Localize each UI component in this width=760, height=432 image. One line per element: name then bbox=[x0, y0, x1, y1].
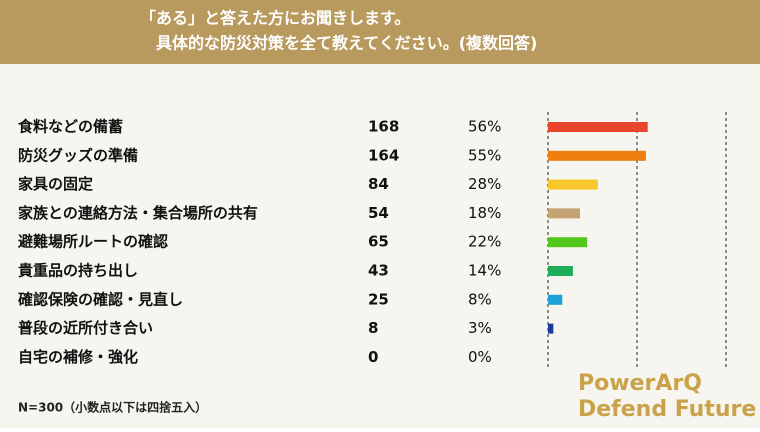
header bbox=[0, 0, 760, 64]
category-label: 家族との連絡方法・集合場所の共有 bbox=[18, 204, 258, 222]
value-label: 56% bbox=[468, 118, 501, 136]
value-label: 3% bbox=[468, 319, 492, 337]
category-label: 確認保険の確認・見直し bbox=[17, 290, 183, 308]
count-label: 65 bbox=[368, 233, 389, 251]
count-label: 164 bbox=[368, 146, 399, 164]
value-label: 8% bbox=[468, 290, 492, 308]
category-label: 普段の近所付き合い bbox=[18, 319, 153, 337]
count-label: 25 bbox=[368, 290, 389, 308]
count-label: 84 bbox=[368, 175, 389, 193]
value-label: 55% bbox=[468, 146, 501, 164]
category-label: 避難場所ルートの確認 bbox=[18, 233, 168, 251]
count-label: 168 bbox=[368, 118, 399, 136]
bar bbox=[548, 323, 554, 334]
count-label: 8 bbox=[368, 319, 378, 337]
bar bbox=[548, 150, 646, 161]
bar bbox=[548, 237, 588, 248]
count-label: 43 bbox=[368, 262, 389, 280]
category-label: 防災グッズの準備 bbox=[18, 146, 138, 164]
brand: Defend Future bbox=[578, 397, 756, 422]
count-label: 54 bbox=[368, 204, 389, 222]
category-label: 自宅の補修・強化 bbox=[18, 348, 138, 366]
count-label: 0 bbox=[368, 348, 378, 366]
value-label: 18% bbox=[468, 204, 501, 222]
bar bbox=[548, 294, 563, 305]
bar bbox=[548, 266, 573, 276]
value-label: 28% bbox=[468, 175, 501, 193]
value-label: 14% bbox=[468, 262, 501, 280]
category-label: 食料などの備蓄 bbox=[18, 118, 123, 136]
value-label: 22% bbox=[468, 233, 501, 251]
bar bbox=[548, 122, 648, 132]
bar bbox=[548, 208, 581, 219]
category-label: 家具の固定 bbox=[18, 175, 93, 193]
category-label: 貴重品の持ち出し bbox=[18, 262, 138, 280]
brand: PowerArQ bbox=[578, 371, 702, 396]
title-line: 具体的な防災対策を全て教えてください。(複数回答) bbox=[156, 34, 537, 53]
note: N=300（小数点以下は四捨五入） bbox=[18, 400, 207, 415]
value-label: 0% bbox=[468, 348, 492, 366]
title-line: 「ある」と答えた方にお聞きします。 bbox=[140, 9, 410, 28]
bar bbox=[548, 179, 598, 190]
